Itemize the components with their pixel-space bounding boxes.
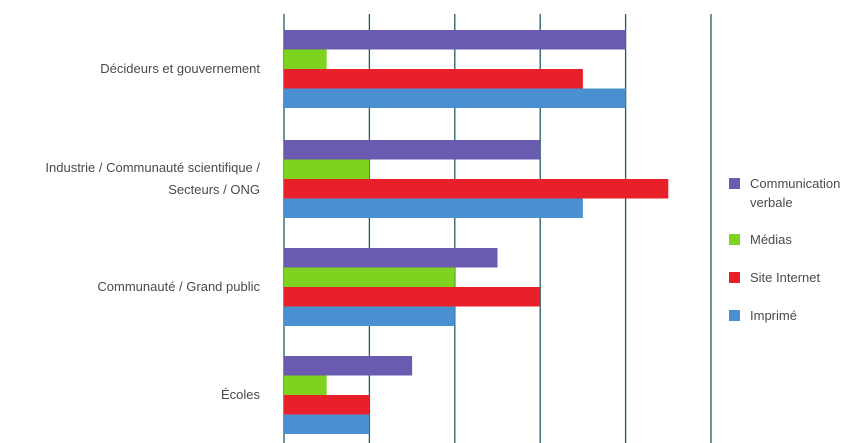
bars (284, 30, 669, 434)
bar-cat3-series4 (284, 306, 455, 326)
bar-cat1-series2 (284, 49, 327, 69)
bar-cat2-series3 (284, 179, 669, 199)
bar-cat3-series2 (284, 267, 455, 287)
legend-label-1: Communication verbale (750, 176, 840, 210)
legend-label-2: Médias (750, 232, 792, 247)
category-label-1: Décideurs et gouvernement (100, 61, 260, 76)
bar-cat3-series1 (284, 248, 498, 268)
legend: Communication verbale Médias Site Internet I… (729, 176, 840, 323)
category-label-3: Communauté / Grand public (97, 279, 260, 294)
bar-cat2-series4 (284, 198, 583, 218)
legend-swatch-4 (729, 310, 740, 321)
bar-cat4-series3 (284, 395, 370, 415)
bar-cat1-series1 (284, 30, 626, 50)
legend-label-3: Site Internet (750, 270, 820, 285)
category-label-2: Industrie / Communauté scientifique / Sec… (45, 160, 260, 197)
bar-cat4-series4 (284, 414, 370, 434)
legend-swatch-1 (729, 178, 740, 189)
bar-cat2-series1 (284, 140, 541, 160)
legend-swatch-2 (729, 234, 740, 245)
bar-cat3-series3 (284, 287, 541, 307)
category-label-4: Écoles (221, 387, 261, 402)
bar-cat4-series2 (284, 375, 327, 395)
bar-cat1-series4 (284, 88, 626, 108)
bar-cat2-series2 (284, 159, 370, 179)
legend-label-4: Imprimé (750, 308, 797, 323)
bar-cat1-series3 (284, 69, 583, 89)
bar-cat4-series1 (284, 356, 413, 376)
legend-swatch-3 (729, 272, 740, 283)
category-labels: Décideurs et gouvernement Industrie / Com… (45, 61, 260, 402)
